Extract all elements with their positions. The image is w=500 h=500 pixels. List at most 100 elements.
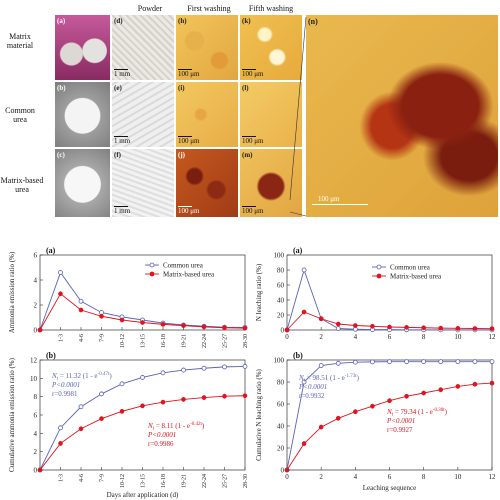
data-point-common-urea — [370, 359, 375, 365]
data-point-matrix-based-urea — [222, 325, 227, 331]
data-point-matrix-based-urea — [78, 307, 84, 313]
x-tick-label: 25-27 — [223, 334, 229, 348]
data-point-common-urea — [78, 298, 84, 304]
data-point-matrix-based-urea — [119, 409, 125, 414]
panel-letter: (k) — [242, 17, 251, 25]
fit-equation: Nt = 98.51 (1 - e-1.73t) — [298, 374, 360, 384]
data-point-common-urea — [242, 364, 248, 369]
data-point-matrix-based-urea — [455, 326, 461, 331]
x-tick-label: 10-12 — [120, 334, 126, 348]
y-tick-label: 20 — [277, 445, 285, 453]
data-point-matrix-based-urea — [318, 316, 324, 322]
data-point-matrix-based-urea — [284, 327, 290, 333]
col-header-powder: Powder — [137, 4, 163, 13]
legend-label: Matrix-based urea — [390, 273, 442, 281]
data-point-matrix-based-urea — [438, 325, 444, 331]
x-tick-label: 1-3 — [59, 474, 65, 482]
scale-label: 100 μm — [242, 137, 264, 145]
y-tick-label: 0 — [34, 467, 38, 475]
panel-letter: (i) — [178, 84, 185, 92]
micrograph-b: (b) — [55, 82, 110, 147]
y-tick-label: 20 — [277, 312, 285, 320]
x-tick-label: 6 — [388, 473, 392, 481]
y-tick-label: 4 — [34, 277, 38, 285]
x-tick-label: 10 — [454, 473, 462, 481]
x-tick-label: 8 — [422, 333, 426, 341]
data-point-common-urea — [140, 375, 145, 380]
data-point-matrix-based-urea — [181, 323, 186, 328]
y-tick-label: 40 — [277, 297, 285, 305]
x-tick-label: 10 — [454, 333, 462, 341]
x-tick-label: 2 — [319, 333, 323, 341]
legend-label: Common urea — [390, 264, 431, 272]
data-point-common-urea — [455, 359, 461, 365]
y-tick-label: 8 — [34, 393, 38, 401]
panel-letter: (l) — [242, 84, 249, 92]
x-tick-label: 16-18 — [161, 334, 167, 348]
micrograph-j: (j) 100 μm — [176, 149, 238, 217]
data-point-matrix-based-urea — [353, 323, 358, 328]
data-point-matrix-based-urea — [438, 387, 444, 393]
y-tick-label: 0 — [281, 467, 285, 475]
x-tick-label: 25-27 — [223, 474, 229, 488]
micrograph-k: (k) 100 μm — [240, 15, 302, 80]
y-tick-label: 10 — [30, 375, 38, 383]
data-point-matrix-based-urea — [404, 393, 409, 399]
scale-label: 100 μm — [178, 137, 200, 145]
data-point-matrix-based-urea — [160, 399, 166, 405]
data-point-common-urea — [181, 367, 186, 373]
data-point-matrix-based-urea — [222, 393, 227, 399]
panel-letter: (e) — [114, 84, 122, 92]
y-tick-label: 60 — [277, 401, 285, 409]
x-tick-label: 4 — [354, 473, 358, 481]
x-tick-label: 13-15 — [141, 334, 147, 348]
y-tick-label: 2 — [34, 302, 38, 310]
data-point-matrix-based-urea — [370, 323, 375, 329]
x-tick-label: 0 — [285, 473, 289, 481]
data-point-common-urea — [489, 359, 495, 365]
data-point-common-urea — [472, 359, 478, 365]
panel-letter: (h) — [178, 17, 187, 25]
micrograph-a: (a) — [55, 15, 110, 80]
fit-r-value: r=0.9981 — [52, 390, 78, 398]
x-tick-label: 19-21 — [182, 474, 188, 488]
x-tick-label: 13-15 — [141, 474, 147, 488]
x-tick-label: 1-3 — [59, 334, 65, 342]
x-tick-label: 4-6 — [79, 334, 85, 342]
y-tick-label: 40 — [277, 423, 285, 431]
data-point-matrix-based-urea — [301, 441, 307, 446]
panel-label: (b) — [293, 351, 303, 360]
data-point-matrix-based-urea — [472, 381, 478, 387]
micrograph-e: (e) 1 mm — [112, 82, 174, 147]
data-point-matrix-based-urea — [455, 384, 461, 389]
data-point-common-urea — [438, 359, 444, 365]
x-axis-label: Leaching sequence — [363, 484, 416, 492]
panel-letter: (b) — [57, 84, 66, 92]
data-point-matrix-based-urea — [99, 313, 104, 319]
zoom-connector — [289, 16, 307, 217]
data-point-matrix-based-urea — [160, 322, 166, 327]
x-tick-label: 7-9 — [100, 474, 106, 482]
data-point-matrix-based-urea — [201, 324, 207, 330]
data-point-matrix-based-urea — [404, 325, 409, 330]
scale-label: 100 μm — [318, 195, 340, 203]
x-tick-label: 19-21 — [182, 334, 188, 348]
y-axis-label: Cumulative ammonia emission ratio (%) — [8, 357, 16, 472]
micrograph-h: (h) 100 μm — [176, 15, 238, 80]
data-point-matrix-based-urea — [335, 415, 341, 421]
legend-marker — [149, 271, 155, 277]
row-label-common-urea: Common urea — [5, 106, 35, 124]
scale-label: 100 μm — [178, 207, 200, 215]
scale-label: 1 mm — [114, 70, 131, 78]
data-point-common-urea — [58, 425, 63, 431]
x-tick-label: 4-6 — [79, 474, 85, 482]
data-point-common-urea — [119, 381, 125, 387]
data-point-matrix-based-urea — [318, 424, 324, 430]
micrograph-n: (n) 100 μm — [306, 15, 498, 217]
scale-label: 100 μm — [242, 207, 264, 215]
scale-label: 1 mm — [114, 207, 131, 215]
legend-label: Common urea — [163, 262, 204, 270]
data-point-matrix-based-urea — [140, 320, 145, 325]
data-point-matrix-based-urea — [58, 291, 63, 297]
panel-label: (a) — [46, 246, 56, 255]
